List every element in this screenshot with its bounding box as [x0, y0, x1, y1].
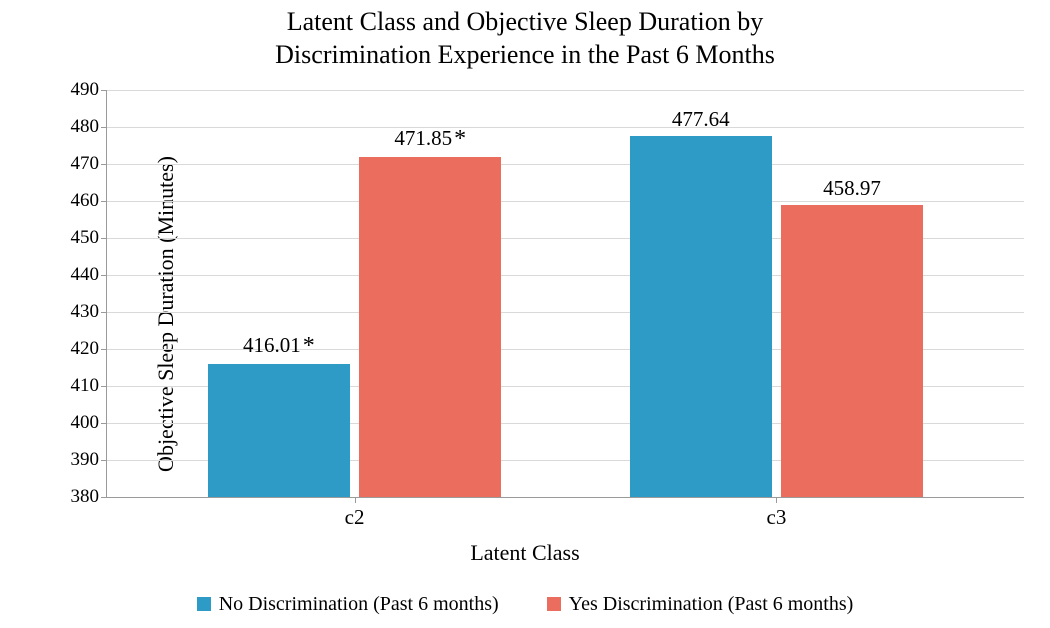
grid-line	[107, 90, 1024, 91]
legend: No Discrimination (Past 6 months) Yes Dis…	[0, 593, 1050, 616]
y-tick-label: 440	[71, 264, 108, 286]
bar-value-label: 458.97	[753, 176, 952, 201]
legend-label: No Discrimination (Past 6 months)	[219, 593, 499, 615]
y-tick-label: 380	[71, 486, 108, 508]
plot-area: 380390400410420430440450460470480490416.…	[106, 90, 1024, 498]
legend-item-0: No Discrimination (Past 6 months)	[197, 593, 499, 616]
bar-c3-series-1: 458.97	[781, 205, 923, 497]
grid-line	[107, 164, 1024, 165]
x-axis-label: Latent Class	[0, 540, 1050, 566]
x-tick-mark	[776, 497, 777, 503]
bar-c3-series-0: 477.64	[630, 136, 772, 497]
grid-line	[107, 201, 1024, 202]
y-tick-label: 400	[71, 412, 108, 434]
chart-container: Latent Class and Objective Sleep Duratio…	[0, 0, 1050, 628]
legend-swatch-icon	[547, 597, 561, 611]
x-tick-mark	[355, 497, 356, 503]
bar-c2-series-0: 416.01*	[208, 364, 350, 497]
y-tick-label: 430	[71, 301, 108, 323]
y-tick-label: 420	[71, 338, 108, 360]
significance-star-icon: *	[452, 126, 466, 152]
legend-swatch-icon	[197, 597, 211, 611]
y-tick-label: 480	[71, 116, 108, 138]
legend-item-1: Yes Discrimination (Past 6 months)	[547, 593, 854, 616]
grid-line	[107, 127, 1024, 128]
chart-title-line-1: Discrimination Experience in the Past 6 …	[0, 39, 1050, 72]
y-tick-label: 410	[71, 375, 108, 397]
y-tick-label: 490	[71, 79, 108, 101]
y-tick-label: 390	[71, 449, 108, 471]
x-category-label: c3	[766, 505, 786, 530]
chart-title: Latent Class and Objective Sleep Duratio…	[0, 6, 1050, 71]
significance-star-icon: *	[301, 333, 315, 359]
x-category-label: c2	[345, 505, 365, 530]
bar-value-label: 471.85*	[331, 126, 530, 153]
y-tick-label: 460	[71, 190, 108, 212]
bar-c2-series-1: 471.85*	[359, 157, 501, 497]
bar-value-label: 477.64	[601, 107, 800, 132]
chart-title-line-0: Latent Class and Objective Sleep Duratio…	[0, 6, 1050, 39]
legend-label: Yes Discrimination (Past 6 months)	[569, 593, 854, 615]
bar-value-label: 416.01*	[179, 333, 378, 360]
y-tick-label: 450	[71, 227, 108, 249]
y-tick-label: 470	[71, 153, 108, 175]
